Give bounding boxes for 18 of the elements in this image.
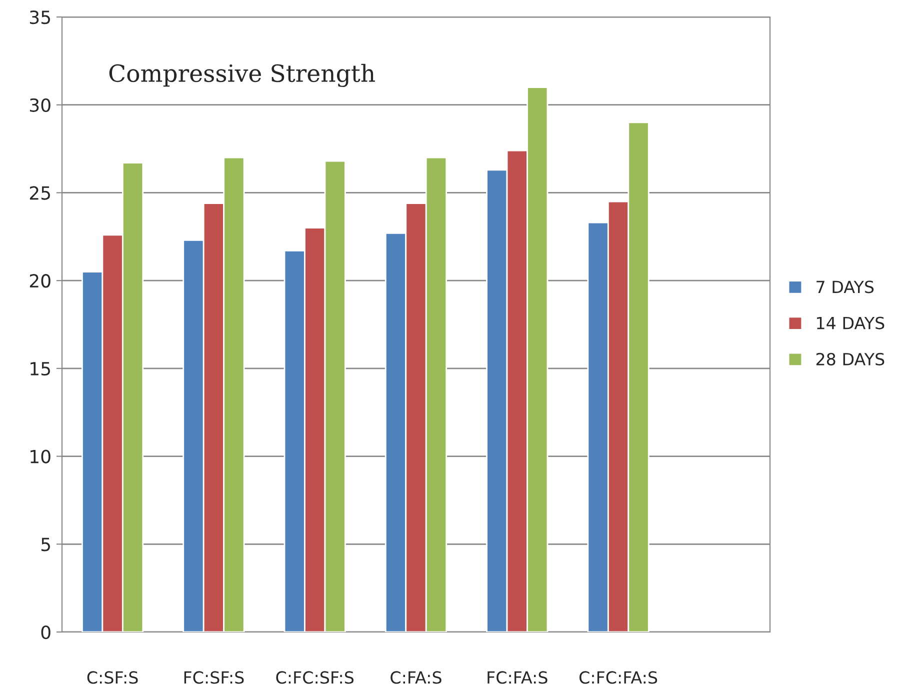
- y-tick-label: 5: [41, 538, 50, 552]
- y-tick-label: 35: [30, 10, 50, 24]
- y-tick-label: 20: [30, 274, 50, 288]
- x-tick-label: FC:FA:S: [488, 671, 548, 684]
- legend-label: 28 DAYS: [816, 352, 884, 366]
- x-tick-label: C:FC:SF:S: [276, 671, 354, 684]
- y-tick-label: 25: [30, 186, 50, 200]
- x-tick-label: C:FA:S: [390, 671, 442, 684]
- legend-label: 14 DAYS: [817, 316, 884, 330]
- y-tick-label: 15: [30, 362, 50, 376]
- x-tick-label: C:FC:FA:S: [579, 671, 658, 684]
- legend-label: 7 DAYS: [816, 280, 874, 294]
- y-tick-label: 0: [41, 625, 50, 640]
- x-tick-label: FC:SF:S: [184, 671, 244, 684]
- x-tick-label: C:SF:S: [87, 671, 138, 684]
- y-tick-label: 10: [30, 450, 50, 464]
- text: Compressive Strength: [109, 64, 375, 88]
- y-tick-label: 30: [30, 98, 50, 112]
